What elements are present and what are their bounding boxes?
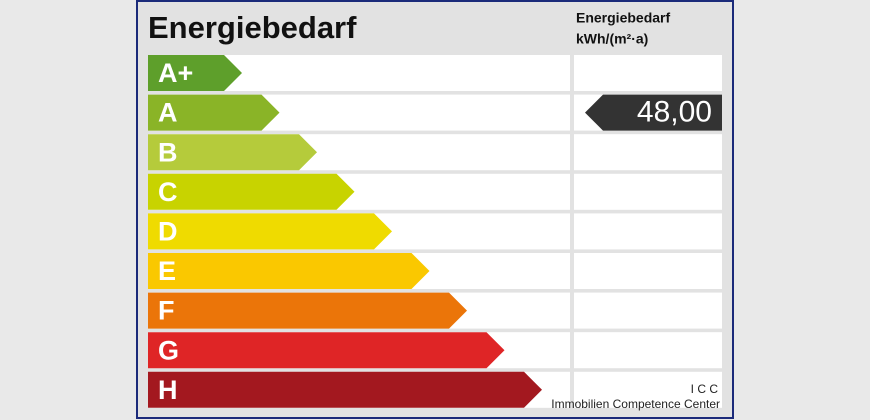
value-cell [574, 332, 722, 369]
class-arrow [148, 94, 280, 131]
class-arrow [148, 173, 355, 210]
class-arrow [148, 253, 430, 289]
class-label: G [158, 335, 179, 365]
class-arrow [148, 332, 505, 369]
class-label: A+ [158, 58, 193, 88]
class-label: B [158, 137, 178, 167]
value-indicator [585, 94, 722, 131]
unit-line: kWh/(m²·a) [576, 31, 648, 47]
value-text: 48,00 [637, 96, 712, 129]
value-cell [574, 292, 722, 329]
class-label: A [158, 98, 178, 128]
value-cell [574, 134, 722, 171]
class-label: F [158, 296, 175, 326]
unit-line: Energiebedarf [576, 10, 670, 26]
title: Energiebedarf [148, 10, 357, 45]
value-cell [574, 173, 722, 210]
class-label: C [158, 177, 178, 207]
class-arrow [148, 134, 317, 171]
value-cell [574, 55, 722, 91]
value-cell [574, 253, 722, 289]
class-label: D [158, 217, 178, 247]
class-arrow [148, 371, 542, 408]
footer-line: I C C [691, 382, 719, 396]
value-cell [574, 213, 722, 250]
class-arrow [148, 55, 242, 91]
value-cell [574, 371, 722, 408]
class-label: H [158, 375, 178, 405]
class-arrow [148, 213, 392, 250]
footer-line: Immobilien Competence Center [551, 397, 720, 411]
class-label: E [158, 256, 176, 286]
class-arrow [148, 292, 467, 329]
